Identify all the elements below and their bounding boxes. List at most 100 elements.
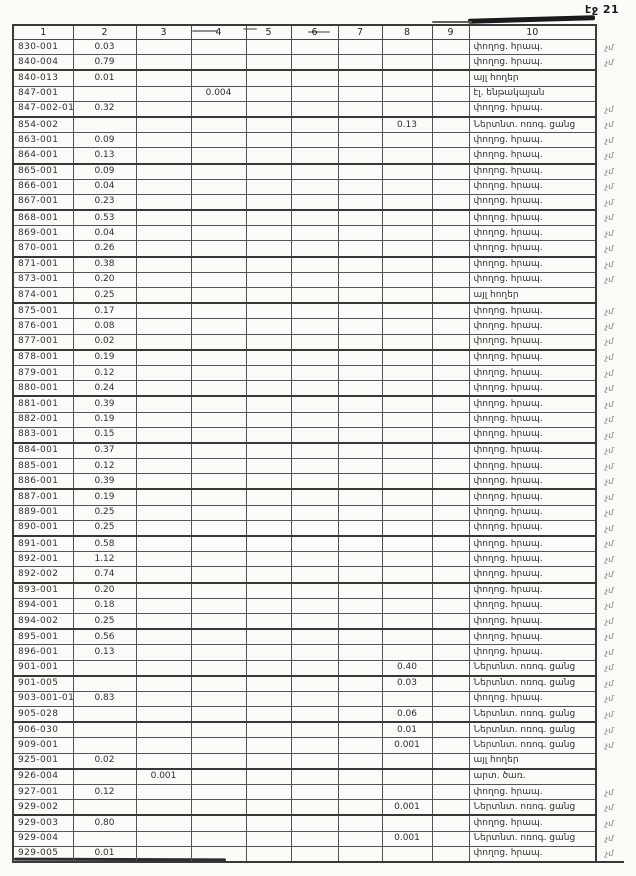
landuse-cell: փողոց. հրապ. bbox=[468, 38, 597, 56]
table-row: 868-001 0.53 փողոց. հրապ. չմ bbox=[12, 209, 624, 227]
margin-mark: չմ bbox=[605, 585, 614, 595]
area-value-cell bbox=[337, 38, 383, 56]
area-value-cell bbox=[337, 240, 383, 258]
area-value-cell: 0.001 bbox=[381, 737, 433, 754]
area-value-cell bbox=[72, 659, 137, 677]
table-row: 865-001 0.09 փողոց. հրապ. չմ bbox=[12, 163, 624, 180]
area-value-cell bbox=[245, 318, 292, 335]
table-row: 879-001 0.12 փողոց. հրապ. չմ bbox=[12, 364, 624, 382]
area-value-cell bbox=[290, 287, 339, 305]
area-value-cell bbox=[381, 411, 433, 428]
area-value-cell bbox=[290, 783, 339, 801]
parcel-code-cell: 885-001 bbox=[12, 458, 74, 475]
area-value-cell bbox=[190, 442, 247, 460]
area-value-cell bbox=[72, 116, 137, 134]
landuse-cell: փողոց. հրապ. bbox=[468, 147, 597, 165]
area-value-cell: 0.13 bbox=[381, 116, 433, 134]
area-value-cell bbox=[245, 582, 292, 599]
landuse-cell: փողոց. հրապ. bbox=[468, 380, 597, 398]
area-value-cell bbox=[290, 488, 339, 506]
area-value-cell bbox=[290, 147, 339, 165]
table-row: 891-001 0.58 փողոց. հրապ. չմ bbox=[12, 535, 624, 553]
area-value-cell bbox=[290, 163, 339, 180]
cadastre-table: 1 2 3 4 5 6 7 8 9 10 830-001 0.03 փողոց. հրապ. չմ 840… bbox=[12, 24, 624, 863]
area-value-cell bbox=[135, 132, 192, 149]
area-value-cell bbox=[245, 163, 292, 180]
area-value-cell: 1.12 bbox=[72, 551, 137, 568]
area-value-cell bbox=[431, 85, 470, 102]
area-value-cell bbox=[431, 38, 470, 56]
area-value-cell bbox=[245, 706, 292, 724]
area-value-cell bbox=[431, 519, 470, 537]
parcel-code-cell: 891-001 bbox=[12, 535, 74, 553]
landuse-cell: փողոց. հրապ. bbox=[468, 132, 597, 149]
area-value-cell bbox=[290, 411, 339, 428]
area-value-cell bbox=[381, 318, 433, 335]
area-value-cell: 0.01 bbox=[72, 69, 137, 87]
area-value-cell bbox=[245, 566, 292, 584]
area-value-cell bbox=[135, 240, 192, 258]
area-value-cell bbox=[135, 814, 192, 832]
landuse-cell: փողոց. հրապ. bbox=[468, 395, 597, 413]
parcel-code-cell: 882-001 bbox=[12, 411, 74, 428]
area-value-cell bbox=[381, 302, 433, 320]
margin-mark: չմ bbox=[605, 321, 614, 331]
table-row: 905-028 0.06 Ներտնտ. ոռոգ. ցանց չմ bbox=[12, 706, 624, 724]
parcel-code-cell: 875-001 bbox=[12, 302, 74, 320]
column-header: 8 bbox=[381, 24, 433, 40]
area-value-cell bbox=[337, 442, 383, 460]
area-value-cell bbox=[245, 380, 292, 398]
parcel-code-cell: 877-001 bbox=[12, 333, 74, 351]
table-row: 875-001 0.17 փողոց. հրապ. չմ bbox=[12, 302, 624, 320]
margin-mark: չմ bbox=[605, 508, 614, 518]
area-value-cell bbox=[245, 178, 292, 195]
table-row: 884-001 0.37 փողոց. հրապ. չմ bbox=[12, 442, 624, 460]
margin-mark: չմ bbox=[605, 166, 614, 176]
parcel-code-cell: 905-028 bbox=[12, 706, 74, 724]
area-value-cell bbox=[381, 783, 433, 801]
area-value-cell bbox=[431, 768, 470, 785]
area-value-cell bbox=[135, 287, 192, 305]
area-value-cell: 0.001 bbox=[135, 768, 192, 785]
area-value-cell bbox=[290, 69, 339, 87]
area-value-cell: 0.09 bbox=[72, 132, 137, 149]
area-value-cell: 0.83 bbox=[72, 690, 137, 708]
column-header: 1 bbox=[12, 24, 74, 40]
area-value-cell bbox=[337, 116, 383, 134]
area-value-cell bbox=[190, 318, 247, 335]
area-value-cell bbox=[290, 458, 339, 475]
area-value-cell bbox=[431, 737, 470, 754]
area-value-cell bbox=[245, 768, 292, 785]
area-value-cell bbox=[135, 54, 192, 72]
margin-mark: չմ bbox=[605, 135, 614, 145]
margin-mark: չմ bbox=[605, 182, 614, 192]
parcel-code-cell: 854-002 bbox=[12, 116, 74, 134]
area-value-cell bbox=[190, 395, 247, 413]
area-value-cell bbox=[290, 644, 339, 661]
area-value-cell bbox=[431, 830, 470, 847]
area-value-cell: 0.19 bbox=[72, 411, 137, 428]
area-value-cell bbox=[337, 225, 383, 242]
landuse-cell: փողոց. հրապ. bbox=[468, 442, 597, 460]
parcel-code-cell: 884-001 bbox=[12, 442, 74, 460]
parcel-code-cell: 929-005 bbox=[12, 845, 74, 863]
landuse-cell: փողոց. հրապ. bbox=[468, 628, 597, 646]
column-header: 2 bbox=[72, 24, 137, 40]
area-value-cell bbox=[337, 830, 383, 847]
area-value-cell bbox=[381, 54, 433, 72]
landuse-cell: փողոց. հրապ. bbox=[468, 256, 597, 273]
table-row: 885-001 0.12 փողոց. հրապ. չմ bbox=[12, 458, 624, 475]
area-value-cell: 0.23 bbox=[72, 193, 137, 212]
column-header: 5 bbox=[245, 24, 292, 40]
area-value-cell bbox=[337, 85, 383, 102]
area-value-cell: 0.20 bbox=[72, 582, 137, 599]
area-value-cell bbox=[135, 504, 192, 521]
landuse-cell: փողոց. հրապ. bbox=[468, 458, 597, 475]
area-value-cell bbox=[190, 799, 247, 817]
area-value-cell bbox=[290, 85, 339, 102]
margin-mark: չմ bbox=[605, 446, 614, 456]
area-value-cell bbox=[290, 349, 339, 366]
landuse-cell: փողոց. հրապ. bbox=[468, 364, 597, 382]
table-row: 927-001 0.12 փողոց. հրապ. չմ bbox=[12, 783, 624, 801]
margin-mark: չմ bbox=[605, 244, 614, 254]
